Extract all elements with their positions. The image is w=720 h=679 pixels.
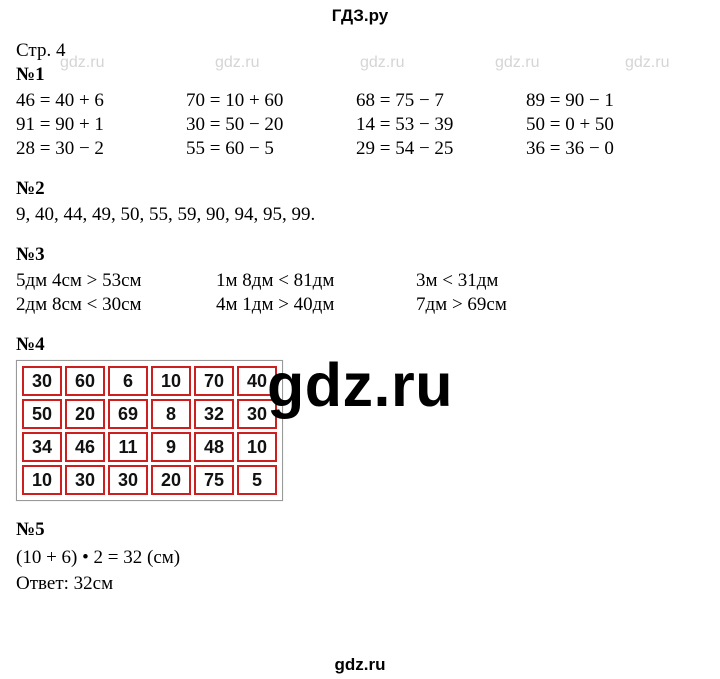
table-cell: 6 [108,366,148,396]
table-cell: 10 [151,366,191,396]
ex1-cell: 91 = 90 + 1 [16,114,186,136]
table-cell: 20 [151,465,191,495]
ex3-cell: 7дм > 69см [416,294,616,316]
exercise-5-heading: №5 [16,519,704,541]
table-cell: 69 [108,399,148,429]
exercise-5: №5 (10 + 6) • 2 = 32 (см) Ответ: 32см [16,519,704,596]
page-reference: Стр. 4 [16,40,704,62]
table-cell: 30 [22,366,62,396]
table-row: 34 46 11 9 48 10 [22,432,277,462]
table-cell: 60 [65,366,105,396]
table-cell: 70 [194,366,234,396]
exercise-3-grid: 5дм 4см > 53см 1м 8дм < 81дм 3м < 31дм 2… [16,270,704,316]
ex1-cell: 29 = 54 − 25 [356,138,526,160]
table-cell: 48 [194,432,234,462]
table-cell: 32 [194,399,234,429]
exercise-2-heading: №2 [16,178,704,200]
table-cell: 10 [237,432,277,462]
ex3-cell: 2дм 8см < 30см [16,294,216,316]
exercise-5-line1: (10 + 6) • 2 = 32 (см) [16,545,704,571]
ex1-cell: 28 = 30 − 2 [16,138,186,160]
footer-brand: gdz.ru [0,655,720,675]
ex3-cell: 3м < 31дм [416,270,616,292]
exercise-4-heading: №4 [16,334,704,356]
header-brand: ГДЗ.ру [0,6,720,26]
table-cell: 30 [108,465,148,495]
table-row: 30 60 6 10 70 40 [22,366,277,396]
table-cell: 10 [22,465,62,495]
table-cell: 50 [22,399,62,429]
ex1-cell: 30 = 50 − 20 [186,114,356,136]
ex1-cell: 89 = 90 − 1 [526,90,696,112]
content-area: Стр. 4 №1 46 = 40 + 6 70 = 10 + 60 68 = … [16,40,704,596]
ex1-cell: 36 = 36 − 0 [526,138,696,160]
exercise-4: №4 30 60 6 10 70 40 50 20 69 8 32 30 [16,334,704,501]
table-cell: 40 [237,366,277,396]
ex1-cell: 55 = 60 − 5 [186,138,356,160]
table-cell: 30 [237,399,277,429]
ex3-cell: 4м 1дм > 40дм [216,294,416,316]
table-cell: 75 [194,465,234,495]
exercise-5-line2: Ответ: 32см [16,571,704,597]
exercise-1-grid: 46 = 40 + 6 70 = 10 + 60 68 = 75 − 7 89 … [16,90,704,160]
ex3-cell: 1м 8дм < 81дм [216,270,416,292]
table-row: 10 30 30 20 75 5 [22,465,277,495]
ex1-cell: 50 = 0 + 50 [526,114,696,136]
exercise-2: №2 9, 40, 44, 49, 50, 55, 59, 90, 94, 95… [16,178,704,226]
table-cell: 34 [22,432,62,462]
table-cell: 8 [151,399,191,429]
ex1-cell: 70 = 10 + 60 [186,90,356,112]
table-row: 50 20 69 8 32 30 [22,399,277,429]
ex1-cell: 14 = 53 − 39 [356,114,526,136]
exercise-1-heading: №1 [16,64,704,86]
exercise-3-heading: №3 [16,244,704,266]
ex3-cell: 5дм 4см > 53см [16,270,216,292]
exercise-3: №3 5дм 4см > 53см 1м 8дм < 81дм 3м < 31д… [16,244,704,316]
exercise-1: №1 46 = 40 + 6 70 = 10 + 60 68 = 75 − 7 … [16,64,704,160]
ex1-cell: 68 = 75 − 7 [356,90,526,112]
table-cell: 30 [65,465,105,495]
table-cell: 9 [151,432,191,462]
table-cell: 46 [65,432,105,462]
exercise-2-text: 9, 40, 44, 49, 50, 55, 59, 90, 94, 95, 9… [16,204,704,226]
ex1-cell: 46 = 40 + 6 [16,90,186,112]
exercise-4-table: 30 60 6 10 70 40 50 20 69 8 32 30 34 [16,360,283,501]
table-cell: 11 [108,432,148,462]
table-cell: 20 [65,399,105,429]
table-cell: 5 [237,465,277,495]
